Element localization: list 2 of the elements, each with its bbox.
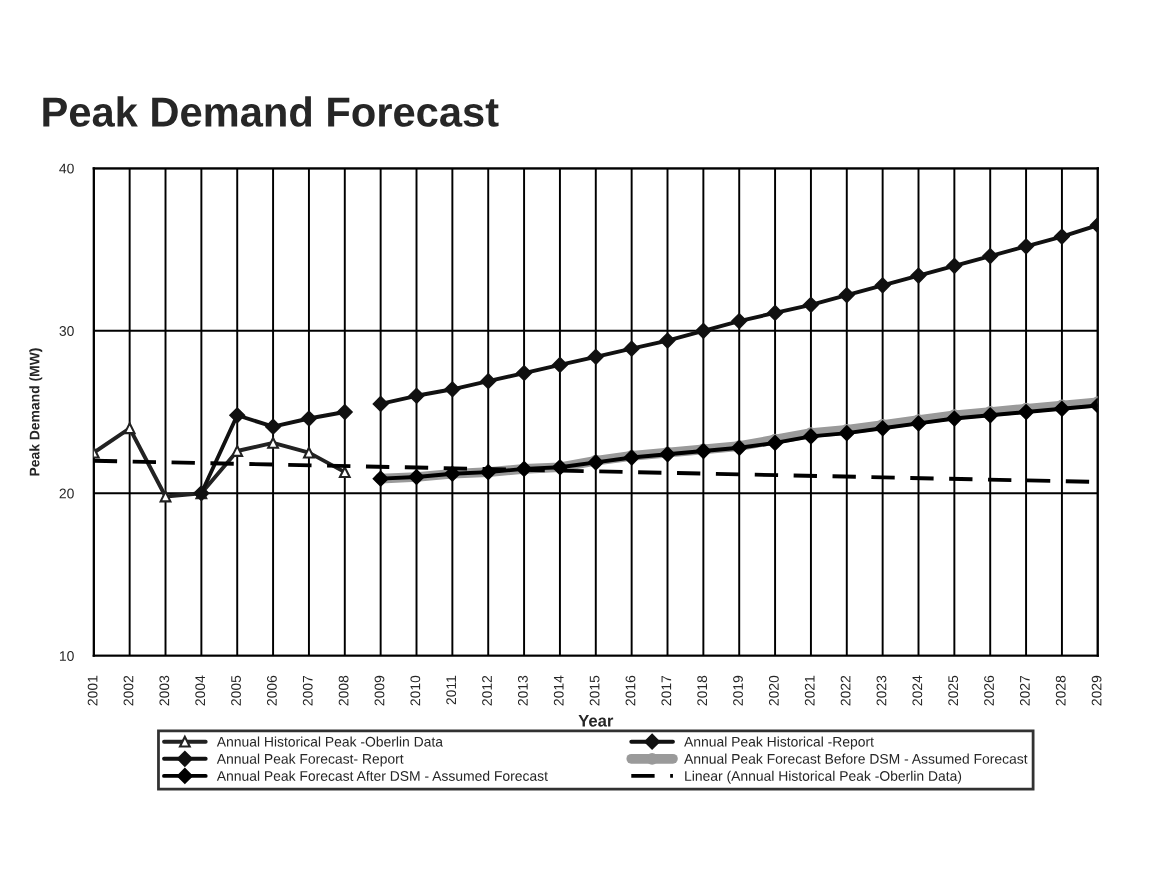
x-axis-title: Year [578,715,614,727]
chart-title: Peak Demand Forecast [43,96,499,127]
